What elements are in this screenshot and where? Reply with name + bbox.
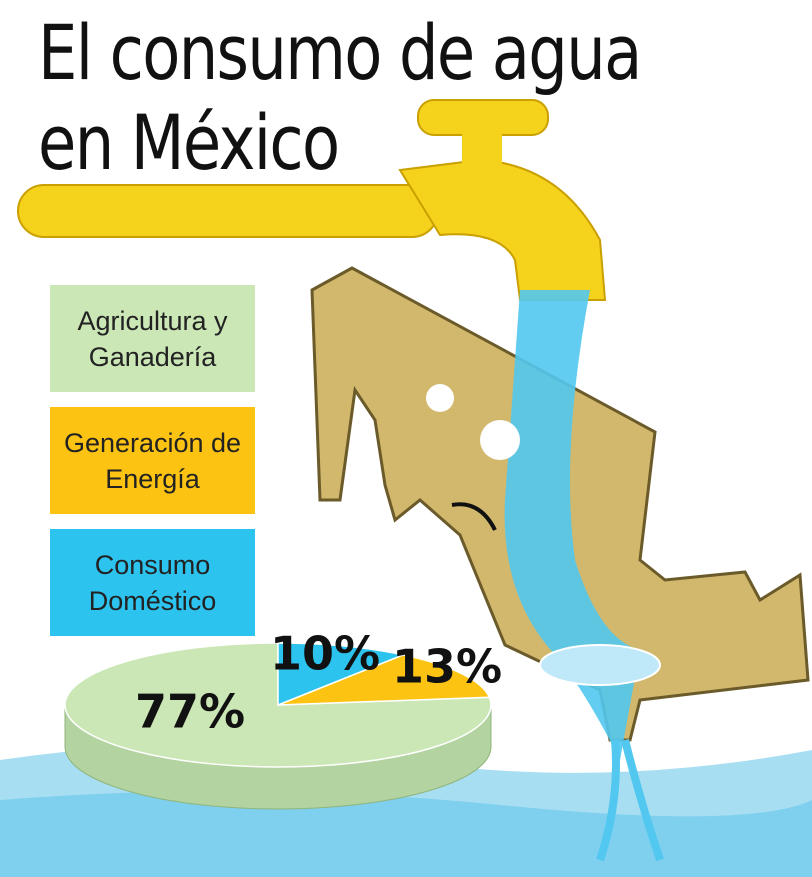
pie-slice [277, 654, 491, 706]
pie-slice [64, 642, 492, 768]
faucet-spout [398, 158, 607, 301]
pie-slice [277, 642, 406, 707]
data-label: 10% [270, 627, 380, 681]
data-label: 77% [135, 685, 245, 739]
water-stream [504, 290, 640, 760]
drain [539, 644, 661, 686]
water-deep [0, 791, 812, 877]
legend-entry: Agricultura y Ganadería [50, 285, 255, 392]
faucet-stem [462, 130, 502, 180]
legend-entry: Consumo Doméstico [50, 529, 255, 636]
data-label: 13% [392, 640, 502, 694]
pie-chart: 77% 13%10% [64, 627, 502, 810]
legend-entry: Generación de Energía [50, 407, 255, 514]
faucet-pipe [17, 184, 439, 238]
chart-title: El consumo de agua en México [38, 8, 642, 187]
drip [596, 739, 664, 862]
bubble [426, 384, 454, 412]
frown [451, 502, 497, 531]
bubble [480, 420, 520, 460]
